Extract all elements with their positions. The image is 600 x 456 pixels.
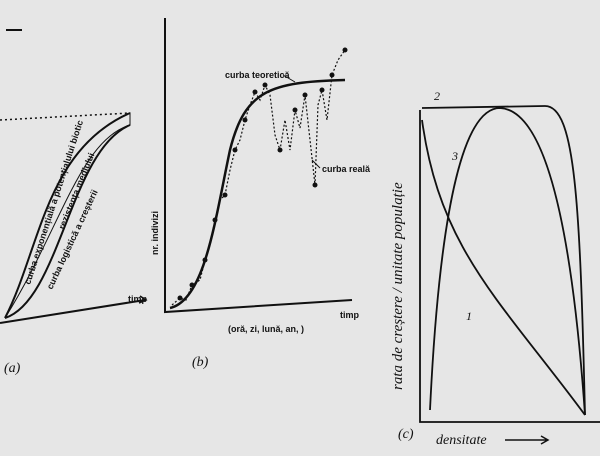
axis-label: timp (340, 310, 360, 320)
curve-label: 3 (451, 149, 458, 163)
x-axis (0, 299, 146, 324)
arrow (138, 295, 148, 304)
panel-label: (a) (4, 361, 21, 376)
label: curba teoretică (225, 70, 291, 80)
curve-label: 2 (434, 89, 440, 103)
axis-label: nr. indivizi (150, 211, 160, 255)
axes (164, 18, 353, 314)
label: curba reală (322, 164, 371, 174)
panel-b: curba teoretică curba reală nr. indivizi… (150, 18, 371, 370)
axes (419, 110, 600, 423)
points (177, 47, 348, 301)
curve-3 (429, 107, 586, 416)
axis-label: densitate (436, 433, 487, 448)
logistic-curve (4, 124, 131, 319)
panel-a: curba exponențială a potențialului bioti… (0, 29, 148, 376)
curve-label: 1 (466, 309, 472, 323)
asymptote (0, 112, 131, 121)
panel-label: (c) (398, 427, 414, 442)
theoretical-curve (169, 78, 346, 310)
pointer (282, 74, 296, 83)
panel-c: 2 3 1 rata de creștere / unitate populaț… (390, 89, 600, 448)
axis-unit: (oră, zi, lună, an, ) (228, 324, 304, 334)
curve-1 (421, 119, 586, 416)
curve-2 (421, 105, 586, 416)
exponential-curve (4, 112, 131, 319)
axis-label: timp (128, 294, 148, 304)
panel-label: (b) (192, 355, 209, 370)
arrow (505, 435, 550, 445)
pointer (311, 159, 321, 169)
real-curve (171, 49, 346, 306)
axis-label: rata de creștere / unitate populație (390, 182, 406, 390)
